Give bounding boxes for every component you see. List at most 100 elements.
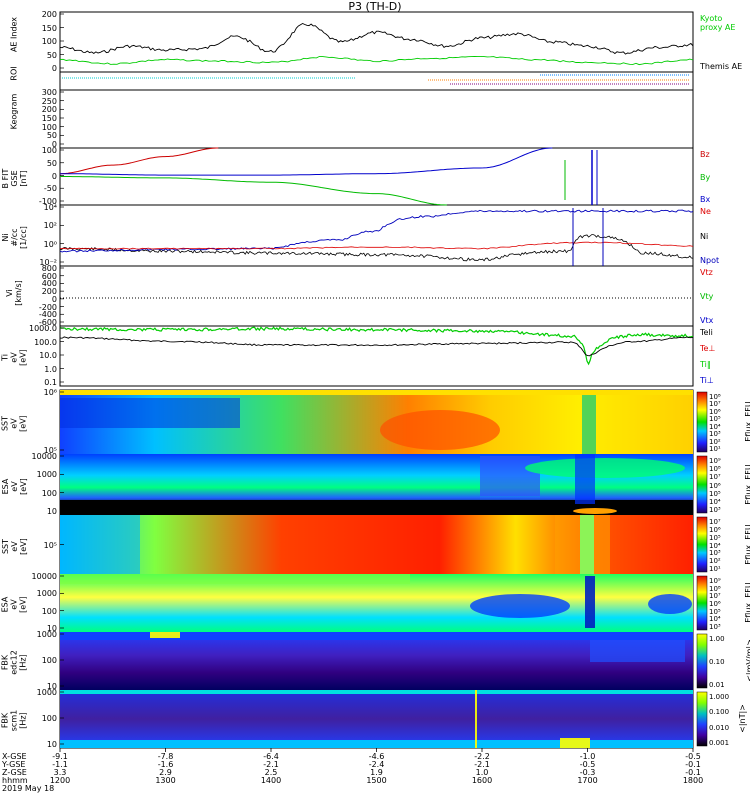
sst-i-gap-2: [580, 515, 594, 574]
colorbar-label-esa_e: Eflux, EFU: [743, 463, 750, 505]
ytick-keogram: 150: [41, 114, 57, 123]
ytick-ae: 100: [41, 37, 57, 46]
ytick-fbk_edc: 1000: [36, 630, 57, 639]
xaxis-value-2: 3.3: [53, 768, 67, 777]
xaxis-value-0: -1.0: [579, 752, 596, 761]
ytick-vi: 800: [41, 264, 57, 273]
ytick-ni: 10⁻²: [39, 258, 57, 267]
ytick-keogram: 100: [41, 122, 57, 132]
colorbar-tick-fbk_edc: 0.10: [709, 658, 725, 666]
ytick-ti: 0.1: [44, 378, 57, 387]
esa-e-dark-band: [60, 500, 693, 515]
colorbar-tick-esa_i: 10⁹: [709, 577, 721, 585]
ti-par-line: [59, 326, 694, 366]
colorbar-tick-sst_i: 10⁷: [709, 518, 721, 526]
panel-frame-bfit: [59, 147, 694, 206]
fbk-scm-hot: [560, 738, 590, 748]
legend-ae-0: Kyoto proxy AE: [700, 14, 736, 32]
legend-ti-1: Te⊥: [700, 344, 716, 353]
sst-i-low: [60, 515, 140, 574]
ytick-ae: 200: [41, 10, 57, 19]
colorbar-tick-sst_i: 10²: [709, 557, 721, 566]
ytick-ti: 10.0: [39, 351, 57, 360]
xaxis-value-2: 1.9: [370, 768, 383, 777]
fbk-scm-spectrogram: [60, 690, 693, 748]
xaxis-row-name-3: hhmm: [2, 776, 28, 785]
colorbar-tick-fbk_scm: 0.100: [709, 708, 730, 717]
ytick-ti: 1.0: [44, 364, 57, 374]
legend-ti-3: Ti⊥: [700, 376, 714, 385]
esa-i-centre: [585, 576, 595, 628]
colorbar-sst_e: [696, 391, 708, 453]
legend-vi-2: Vtx: [700, 316, 714, 325]
xaxis-value-3: 1500: [366, 776, 387, 785]
bx-line: [60, 147, 553, 176]
ytick-keogram: 250: [41, 96, 57, 106]
ytick-vi: 200: [41, 287, 57, 297]
panel-frame-ti: [59, 325, 694, 387]
themis-ae-line: [59, 22, 694, 55]
xaxis-value-3: 1600: [471, 776, 493, 785]
ytick-keogram: 200: [41, 105, 57, 115]
xaxis-value-0: -2.2: [474, 752, 490, 761]
chart-title: P3 (TH-D): [348, 0, 402, 13]
ytick-bfit: -100: [38, 197, 57, 206]
ytick-keogram: 0: [51, 140, 57, 149]
legend-ni-0: Ne: [700, 207, 711, 216]
colorbar-tick-esa_e: 10³: [709, 506, 721, 514]
colorbar-tick-sst_e: 10⁸: [709, 393, 721, 401]
ytick-bfit: 0: [51, 171, 57, 181]
ni-line: [59, 234, 694, 262]
xaxis-row-name-0: X-GSE: [2, 752, 27, 761]
colorbar-tick-esa_i: 10⁸: [709, 584, 721, 593]
sst-e-low-flux: [60, 398, 240, 428]
ytick-esa_e: 1000: [36, 470, 57, 480]
sst-e-hot-region: [380, 410, 500, 450]
sst-e-gap: [582, 395, 596, 454]
xaxis-value-0: -6.4: [263, 752, 279, 761]
esa-i-upper-band: [60, 574, 410, 584]
ytick-fbk_scm: 10: [46, 740, 57, 749]
fbk-edc-top-band: [60, 632, 693, 640]
colorbar-tick-esa_e: 10⁵: [709, 489, 721, 498]
xaxis-value-1: -0.5: [579, 760, 596, 769]
xaxis-value-1: -2.4: [368, 760, 385, 769]
ytick-sst_e: 10⁶: [43, 388, 57, 397]
colorbar-tick-esa_i: 10⁶: [709, 600, 721, 608]
colorbar-tick-esa_e: 10⁴: [709, 497, 721, 506]
colorbar-tick-esa_i: 10⁵: [709, 607, 721, 616]
colorbar-tick-sst_i: 10⁶: [709, 525, 721, 534]
ytick-esa_i: 10: [46, 624, 57, 633]
esa-i-blob-2: [648, 594, 692, 614]
colorbar-label-sst_e: Eflux, EFU: [743, 401, 750, 442]
panel-frame-keogram: [59, 89, 694, 149]
xaxis-value-2: -0.3: [579, 768, 596, 777]
xaxis-value-1: -2.1: [263, 760, 279, 769]
legend-ti-0: Teli: [700, 328, 713, 337]
colorbar-tick-sst_e: 10⁴: [709, 422, 721, 431]
xaxis-value-0: -0.5: [685, 752, 701, 761]
xaxis-row-name-2: Z-GSE: [2, 768, 27, 777]
xaxis-value-2: -0.1: [685, 768, 701, 777]
ytick-ni: 10⁰: [43, 239, 57, 249]
ytick-fbk_edc: 10: [46, 682, 57, 691]
colorbar-tick-esa_e: 10⁹: [709, 457, 721, 465]
ytick-keogram: 300: [41, 88, 57, 97]
colorbar-tick-esa_e: 10⁶: [709, 481, 721, 490]
colorbar-label-fbk_edc: <|mV/m|>: [744, 639, 750, 682]
ytick-bfit: 50: [46, 158, 57, 168]
colorbar-label-esa_i: Eflux, EFU: [743, 582, 750, 623]
colorbar-tick-fbk_scm: 1.000: [709, 693, 730, 701]
ytick-sst_i: 10⁵: [43, 540, 57, 550]
ytick-ti: 100.0: [34, 337, 57, 347]
xaxis-value-3: 1700: [577, 776, 598, 785]
colorbar-esa_e: [696, 455, 708, 514]
legend-vi-0: Vtz: [700, 268, 713, 277]
ytick-keogram: 50: [46, 131, 57, 141]
xaxis-date: 2019 May 18: [2, 784, 55, 793]
ytick-vi: -200: [38, 302, 57, 312]
esa-e-hot: [573, 508, 617, 514]
ytick-vi: 400: [41, 279, 57, 289]
colorbar-fbk_scm: [696, 691, 708, 747]
